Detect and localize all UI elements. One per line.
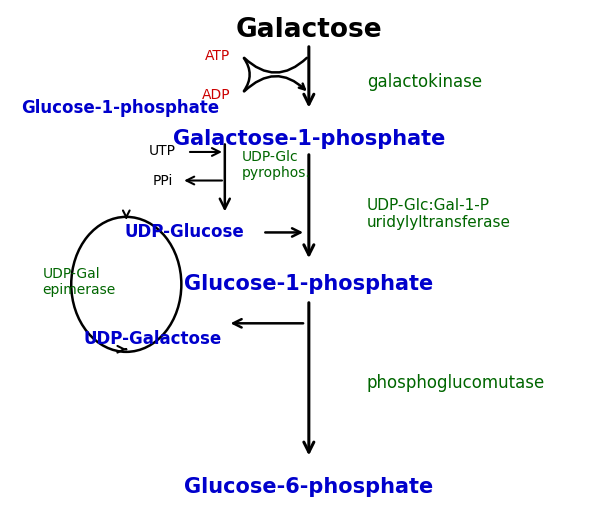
Text: UDP-Galactose: UDP-Galactose bbox=[83, 330, 221, 348]
Text: Galactose-1-phosphate: Galactose-1-phosphate bbox=[173, 129, 445, 149]
Text: Glucose-1-phosphate: Glucose-1-phosphate bbox=[184, 275, 433, 294]
Text: PPi: PPi bbox=[152, 173, 173, 187]
Text: Glucose-6-phosphate: Glucose-6-phosphate bbox=[184, 477, 433, 497]
Text: Glucose-1-phosphate: Glucose-1-phosphate bbox=[22, 99, 220, 117]
Text: UDP-Glc
pyrophos.: UDP-Glc pyrophos. bbox=[242, 150, 311, 180]
Text: UDP-Glucose: UDP-Glucose bbox=[124, 223, 244, 242]
Text: UDP-Glc:Gal-1-P
uridylyltransferase: UDP-Glc:Gal-1-P uridylyltransferase bbox=[367, 198, 511, 231]
Text: UTP: UTP bbox=[149, 144, 176, 158]
Text: phosphoglucomutase: phosphoglucomutase bbox=[367, 374, 545, 392]
Text: UDP-Gal
epimerase: UDP-Gal epimerase bbox=[42, 267, 116, 297]
Text: ADP: ADP bbox=[202, 88, 230, 102]
Text: Galactose: Galactose bbox=[236, 17, 382, 43]
Text: galactokinase: galactokinase bbox=[367, 73, 482, 91]
Text: ATP: ATP bbox=[205, 49, 230, 63]
